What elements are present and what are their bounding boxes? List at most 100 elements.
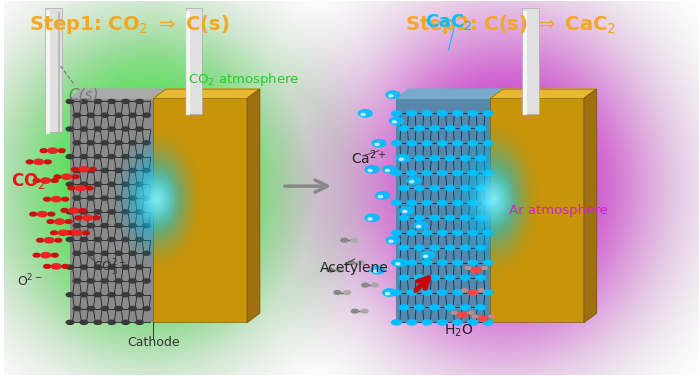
Circle shape bbox=[416, 225, 421, 227]
Circle shape bbox=[453, 200, 463, 206]
Circle shape bbox=[383, 165, 396, 173]
Circle shape bbox=[143, 251, 150, 255]
Circle shape bbox=[143, 279, 150, 283]
Circle shape bbox=[327, 268, 334, 272]
Circle shape bbox=[36, 238, 43, 242]
Circle shape bbox=[337, 268, 344, 272]
Ellipse shape bbox=[475, 166, 513, 232]
Ellipse shape bbox=[136, 166, 178, 232]
Circle shape bbox=[48, 212, 55, 216]
Ellipse shape bbox=[490, 193, 498, 206]
Circle shape bbox=[33, 253, 40, 257]
Circle shape bbox=[483, 230, 493, 235]
Circle shape bbox=[424, 255, 428, 258]
Ellipse shape bbox=[140, 177, 174, 221]
Circle shape bbox=[438, 320, 447, 325]
Bar bbox=[70, 99, 157, 322]
Circle shape bbox=[143, 141, 150, 145]
Ellipse shape bbox=[473, 163, 515, 235]
Circle shape bbox=[94, 99, 102, 103]
Ellipse shape bbox=[486, 189, 501, 209]
Circle shape bbox=[473, 315, 477, 318]
Circle shape bbox=[391, 260, 401, 265]
Circle shape bbox=[407, 177, 421, 184]
Circle shape bbox=[80, 265, 88, 269]
Circle shape bbox=[402, 211, 407, 213]
Circle shape bbox=[66, 210, 74, 214]
Polygon shape bbox=[584, 89, 596, 322]
Circle shape bbox=[407, 170, 416, 176]
Ellipse shape bbox=[148, 187, 166, 212]
Ellipse shape bbox=[468, 156, 519, 242]
Circle shape bbox=[51, 253, 58, 257]
Circle shape bbox=[74, 141, 80, 145]
Circle shape bbox=[358, 261, 365, 264]
Circle shape bbox=[65, 220, 72, 223]
Ellipse shape bbox=[145, 181, 169, 217]
Circle shape bbox=[386, 91, 400, 99]
Circle shape bbox=[389, 117, 403, 124]
Circle shape bbox=[51, 197, 61, 202]
Circle shape bbox=[478, 289, 484, 292]
Circle shape bbox=[392, 121, 396, 123]
Circle shape bbox=[74, 224, 80, 228]
Circle shape bbox=[399, 185, 409, 191]
Text: C(s): C(s) bbox=[69, 87, 99, 102]
Circle shape bbox=[478, 316, 488, 321]
Circle shape bbox=[66, 293, 74, 297]
FancyBboxPatch shape bbox=[45, 9, 62, 132]
Circle shape bbox=[472, 267, 481, 273]
Circle shape bbox=[108, 238, 116, 241]
Circle shape bbox=[93, 216, 100, 220]
Circle shape bbox=[122, 238, 130, 241]
Circle shape bbox=[74, 279, 80, 283]
Circle shape bbox=[51, 179, 58, 182]
Circle shape bbox=[122, 99, 130, 103]
Circle shape bbox=[76, 185, 85, 191]
FancyBboxPatch shape bbox=[186, 9, 202, 114]
Circle shape bbox=[58, 149, 65, 153]
Ellipse shape bbox=[486, 186, 501, 212]
Circle shape bbox=[62, 174, 71, 179]
Circle shape bbox=[422, 141, 432, 146]
Circle shape bbox=[482, 266, 487, 269]
Circle shape bbox=[334, 291, 341, 294]
Circle shape bbox=[407, 141, 416, 146]
Circle shape bbox=[438, 170, 447, 176]
Circle shape bbox=[71, 167, 78, 171]
Circle shape bbox=[362, 283, 369, 287]
Circle shape bbox=[438, 200, 447, 206]
Circle shape bbox=[108, 99, 116, 103]
Bar bbox=[396, 99, 494, 322]
FancyBboxPatch shape bbox=[522, 9, 539, 114]
Circle shape bbox=[122, 155, 130, 159]
Circle shape bbox=[115, 113, 122, 117]
Circle shape bbox=[461, 185, 470, 191]
Circle shape bbox=[87, 113, 94, 117]
Circle shape bbox=[129, 279, 137, 283]
Ellipse shape bbox=[484, 183, 503, 215]
Circle shape bbox=[368, 218, 372, 220]
Circle shape bbox=[94, 210, 102, 214]
Circle shape bbox=[386, 169, 389, 171]
Ellipse shape bbox=[127, 155, 186, 244]
Circle shape bbox=[69, 208, 78, 213]
Circle shape bbox=[66, 238, 74, 241]
Circle shape bbox=[115, 224, 122, 228]
Ellipse shape bbox=[477, 177, 510, 221]
Circle shape bbox=[391, 141, 401, 146]
Circle shape bbox=[399, 245, 409, 250]
Circle shape bbox=[101, 306, 108, 311]
Circle shape bbox=[430, 275, 440, 280]
Circle shape bbox=[438, 230, 447, 235]
Ellipse shape bbox=[482, 184, 505, 214]
Circle shape bbox=[414, 215, 424, 220]
Circle shape bbox=[372, 139, 386, 147]
Circle shape bbox=[391, 111, 401, 116]
Circle shape bbox=[389, 240, 393, 243]
Circle shape bbox=[33, 179, 40, 182]
Circle shape bbox=[50, 231, 57, 235]
Ellipse shape bbox=[139, 172, 174, 226]
Circle shape bbox=[87, 196, 94, 200]
Circle shape bbox=[399, 126, 409, 131]
